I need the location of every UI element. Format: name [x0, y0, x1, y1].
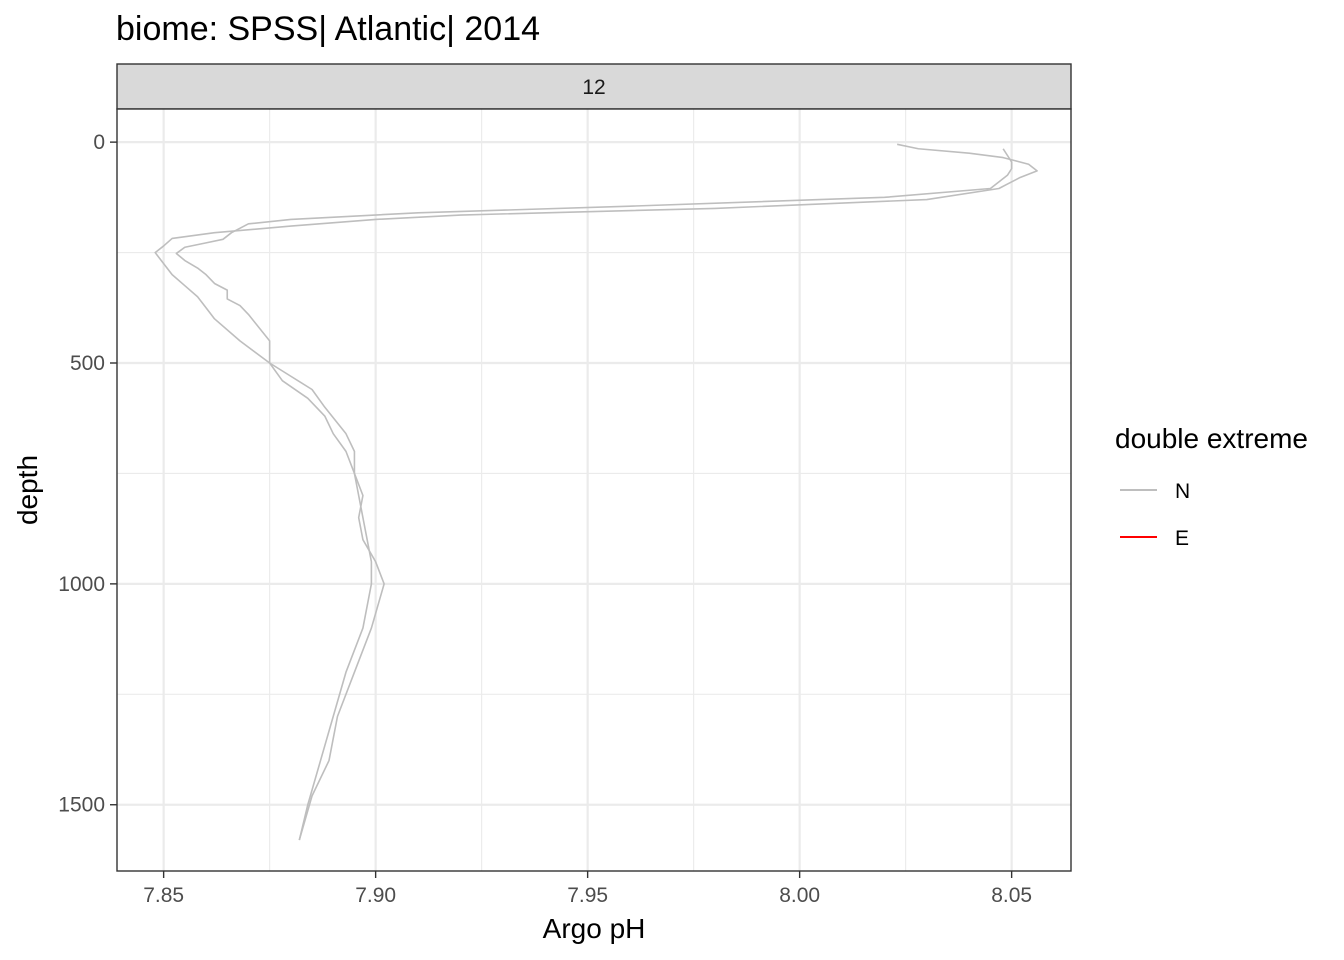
facet-strip-label: 12	[582, 76, 605, 99]
x-axis: 7.85 7.90 7.95 8.00 8.05	[143, 871, 1032, 907]
x-tick-label: 8.00	[779, 884, 820, 907]
y-tick-label: 0	[93, 131, 105, 154]
legend: double extreme N E	[1115, 423, 1308, 550]
y-tick-label: 1000	[58, 573, 105, 596]
plot-panel-border	[116, 108, 1072, 872]
x-tick-label: 7.95	[567, 884, 608, 907]
grid-minor	[117, 109, 1071, 871]
x-tick-label: 7.90	[355, 884, 396, 907]
x-tick-label: 7.85	[143, 884, 184, 907]
series-layer	[154, 143, 1038, 841]
legend-label-e: E	[1175, 527, 1189, 550]
facet-strip-background	[116, 63, 1072, 110]
x-tick-label: 8.05	[991, 884, 1032, 907]
y-tick-label: 1500	[58, 794, 105, 817]
series-line-1	[154, 143, 1038, 841]
legend-label-n: N	[1175, 480, 1190, 503]
y-tick-label: 500	[70, 352, 105, 375]
chart-title: biome: SPSS| Atlantic| 2014	[116, 10, 540, 48]
legend-title: double extreme	[1115, 423, 1308, 454]
series-line-2	[175, 148, 1013, 841]
y-axis-title: depth	[12, 455, 43, 525]
grid-major	[117, 109, 1071, 871]
y-axis: 0 500 1000 1500	[58, 131, 117, 817]
facet-strip: 12	[116, 63, 1072, 110]
plot-panel-background	[117, 109, 1071, 871]
x-axis-title: Argo pH	[543, 913, 646, 944]
